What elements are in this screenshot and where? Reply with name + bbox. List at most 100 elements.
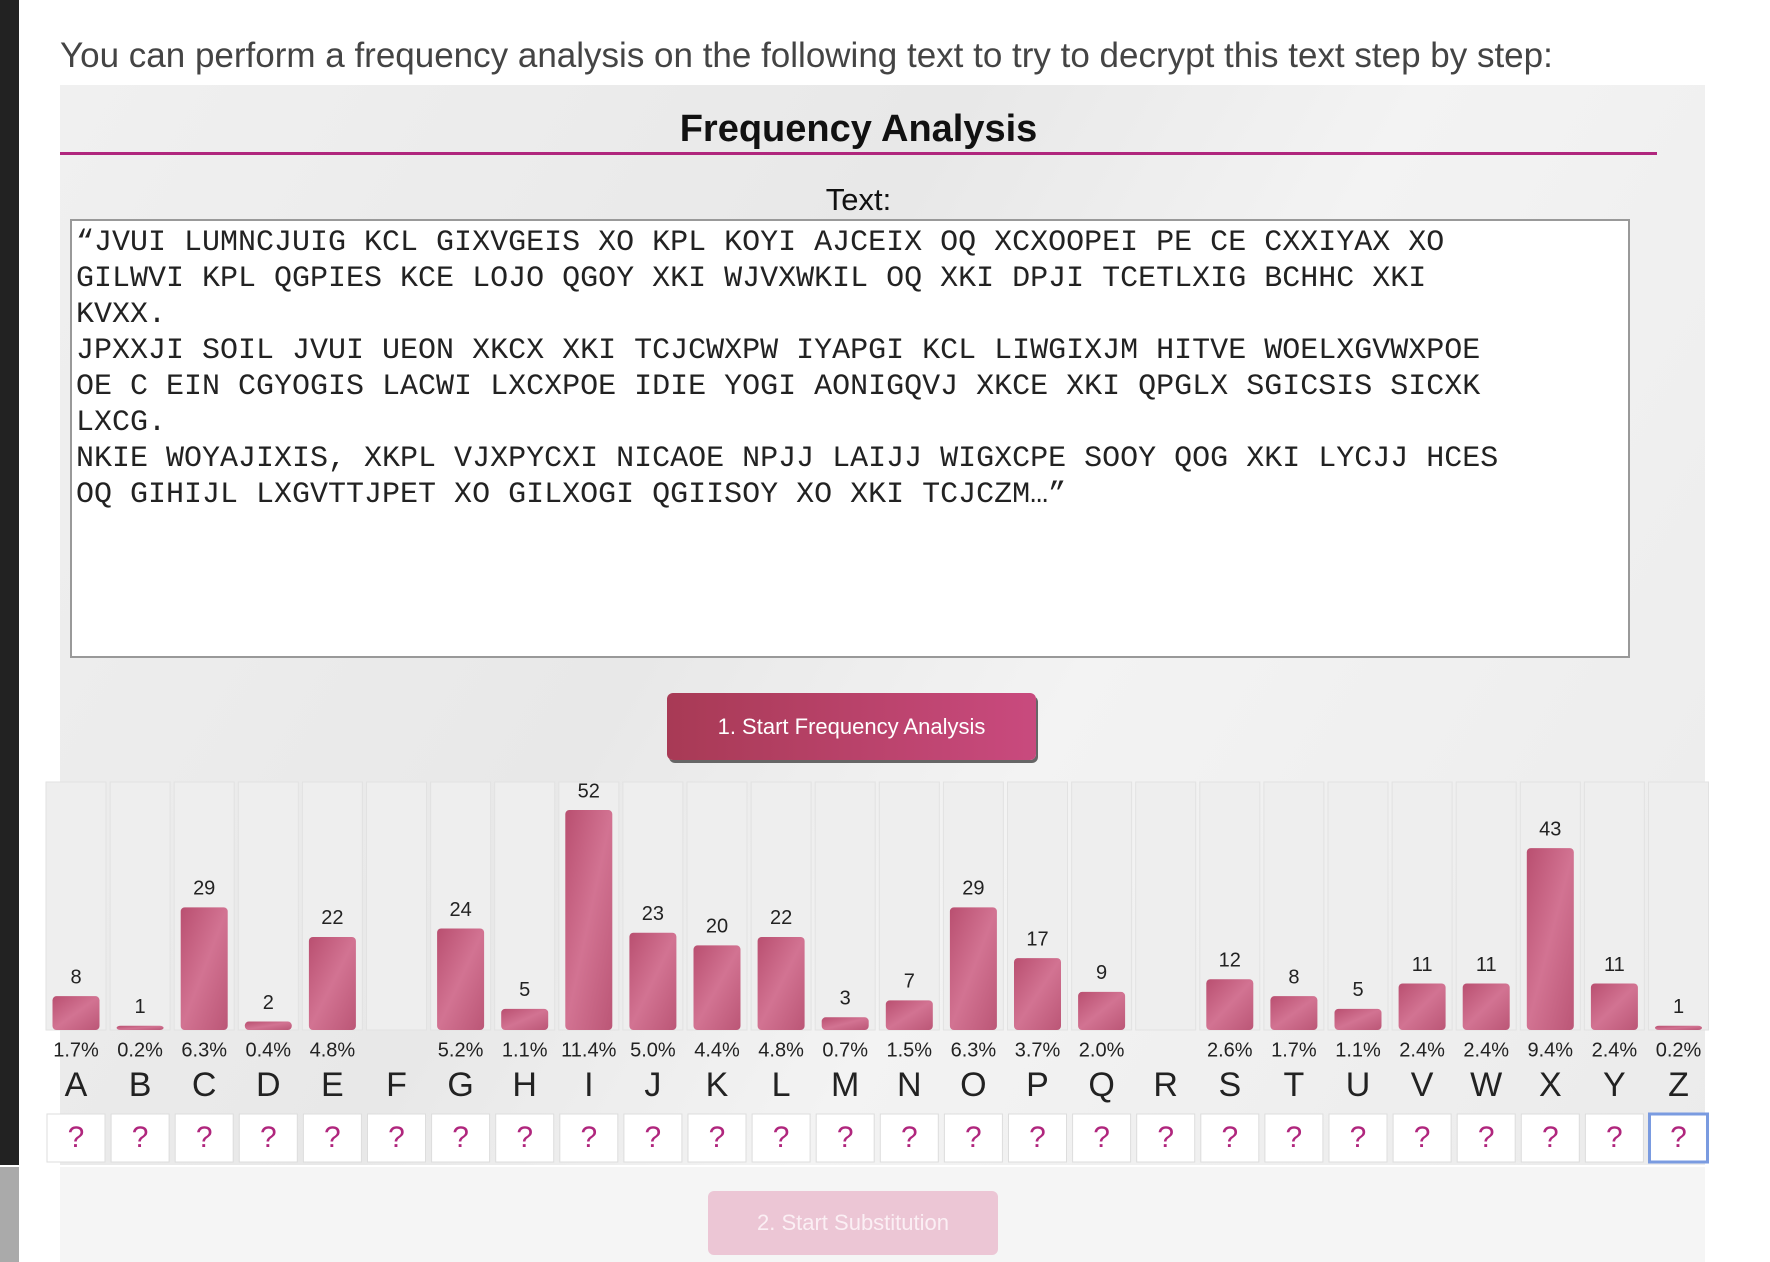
count-label: 11 xyxy=(1604,954,1625,976)
substitution-box[interactable] xyxy=(1392,1113,1452,1163)
substitution-input[interactable]: ? xyxy=(516,1121,533,1154)
percent-label: 11.4% xyxy=(561,1039,616,1061)
letter-label: H xyxy=(512,1066,537,1104)
substitution-input[interactable]: ? xyxy=(1221,1121,1238,1154)
count-label: 20 xyxy=(706,916,728,938)
letter-label: D xyxy=(256,1066,281,1104)
substitution-input[interactable]: ? xyxy=(773,1121,790,1154)
percent-label: 9.4% xyxy=(1528,1039,1574,1061)
bar xyxy=(885,1000,933,1030)
substitution-box[interactable] xyxy=(174,1113,234,1163)
substitution-input[interactable]: ? xyxy=(645,1121,662,1154)
count-label: 17 xyxy=(1026,928,1048,950)
column-bg xyxy=(814,781,876,1031)
substitution-input[interactable]: ? xyxy=(324,1121,341,1154)
substitution-box[interactable] xyxy=(1008,1113,1067,1163)
count-label: 29 xyxy=(962,878,984,900)
substitution-input[interactable]: ? xyxy=(68,1121,85,1154)
substitution-input[interactable]: ? xyxy=(1286,1121,1303,1154)
bar xyxy=(1270,996,1318,1030)
bar xyxy=(501,1008,549,1030)
substitution-box[interactable] xyxy=(1456,1113,1516,1163)
substitution-box[interactable] xyxy=(879,1113,939,1163)
substitution-input[interactable]: ? xyxy=(132,1121,149,1154)
substitution-box[interactable] xyxy=(559,1113,619,1163)
substitution-input[interactable]: ? xyxy=(580,1121,597,1154)
percent-label: 1.7% xyxy=(53,1039,99,1061)
substitution-input[interactable]: ? xyxy=(1093,1121,1110,1154)
start-substitution-button[interactable]: 2. Start Substitution xyxy=(708,1191,998,1255)
substitution-box[interactable] xyxy=(431,1113,491,1163)
substitution-input[interactable]: ? xyxy=(1350,1121,1367,1154)
count-label: 2 xyxy=(263,992,274,1014)
substitution-box[interactable] xyxy=(302,1113,362,1163)
substitution-input[interactable]: ? xyxy=(1606,1121,1623,1154)
count-label: 22 xyxy=(321,907,343,929)
substitution-box[interactable] xyxy=(943,1113,1003,1163)
column-bg xyxy=(45,781,107,1031)
substitution-box[interactable] xyxy=(110,1113,170,1163)
substitution-box[interactable] xyxy=(687,1113,747,1163)
substitution-box[interactable] xyxy=(751,1113,811,1163)
substitution-box[interactable] xyxy=(815,1113,875,1163)
cipher-line: KVXX. xyxy=(76,298,167,332)
bar xyxy=(693,945,741,1030)
bar xyxy=(1590,983,1638,1030)
substitution-box[interactable] xyxy=(1264,1113,1324,1163)
substitution-box[interactable] xyxy=(46,1113,106,1163)
substitution-box[interactable] xyxy=(238,1113,298,1163)
column-bg xyxy=(1327,781,1389,1031)
substitution-input[interactable]: ? xyxy=(452,1121,469,1154)
substitution-box[interactable] xyxy=(367,1113,426,1163)
count-label: 12 xyxy=(1219,950,1241,972)
bar xyxy=(949,907,997,1030)
substitution-input[interactable]: ? xyxy=(196,1121,213,1154)
letter-label: C xyxy=(192,1066,217,1104)
letter-label: M xyxy=(831,1066,859,1104)
substitution-input[interactable]: ? xyxy=(260,1121,277,1154)
percent-label: 4.8% xyxy=(758,1039,804,1061)
substitution-box[interactable] xyxy=(1520,1113,1580,1163)
count-label: 1 xyxy=(1673,996,1684,1018)
substitution-box[interactable] xyxy=(623,1113,683,1163)
substitution-input[interactable]: ? xyxy=(1157,1121,1174,1154)
percent-label: 1.7% xyxy=(1271,1039,1317,1061)
substitution-box[interactable] xyxy=(1200,1113,1260,1163)
letter-label: Z xyxy=(1668,1066,1689,1104)
letter-label: T xyxy=(1284,1066,1305,1104)
intro-text: You can perform a frequency analysis on … xyxy=(60,36,1553,75)
substitution-input[interactable]: ? xyxy=(837,1121,854,1154)
substitution-input[interactable]: ? xyxy=(901,1121,918,1154)
letter-label: X xyxy=(1539,1066,1562,1104)
start-analysis-button[interactable]: 1. Start Frequency Analysis xyxy=(667,693,1036,760)
substitution-input[interactable]: ? xyxy=(1670,1121,1687,1154)
substitution-input[interactable]: ? xyxy=(388,1121,405,1154)
substitution-input[interactable]: ? xyxy=(1542,1121,1559,1154)
count-label: 5 xyxy=(519,979,530,1001)
percent-label: 6.3% xyxy=(181,1039,227,1061)
bar xyxy=(244,1021,292,1030)
cipher-line: GILWVI KPL QGPIES KCE LOJO QGOY XKI WJVX… xyxy=(76,262,1427,296)
substitution-box[interactable] xyxy=(1648,1112,1709,1164)
substitution-input[interactable]: ? xyxy=(1478,1121,1495,1154)
cipher-line: LXCG. xyxy=(76,406,167,440)
substitution-input[interactable]: ? xyxy=(1414,1121,1431,1154)
substitution-input[interactable]: ? xyxy=(709,1121,726,1154)
substitution-box[interactable] xyxy=(1072,1113,1132,1163)
substitution-box[interactable] xyxy=(1136,1113,1196,1163)
percent-label: 0.2% xyxy=(1656,1039,1702,1061)
substitution-box[interactable] xyxy=(1328,1113,1388,1163)
letter-label: K xyxy=(706,1066,729,1104)
letter-label: F xyxy=(386,1066,407,1104)
substitution-input[interactable]: ? xyxy=(1029,1121,1046,1154)
count-label: 29 xyxy=(193,878,215,900)
count-label: 7 xyxy=(904,971,915,993)
substitution-box[interactable] xyxy=(495,1113,555,1163)
substitution-box[interactable] xyxy=(1584,1113,1644,1163)
cipher-textarea[interactable]: “JVUI LUMNCJUIG KCL GIXVGEIS XO KPL KOYI… xyxy=(70,219,1630,658)
substitution-input[interactable]: ? xyxy=(965,1121,982,1154)
column-bg xyxy=(1071,781,1133,1031)
side-strip xyxy=(0,0,19,1165)
letter-label: I xyxy=(584,1066,593,1104)
percent-label: 2.6% xyxy=(1207,1039,1253,1061)
